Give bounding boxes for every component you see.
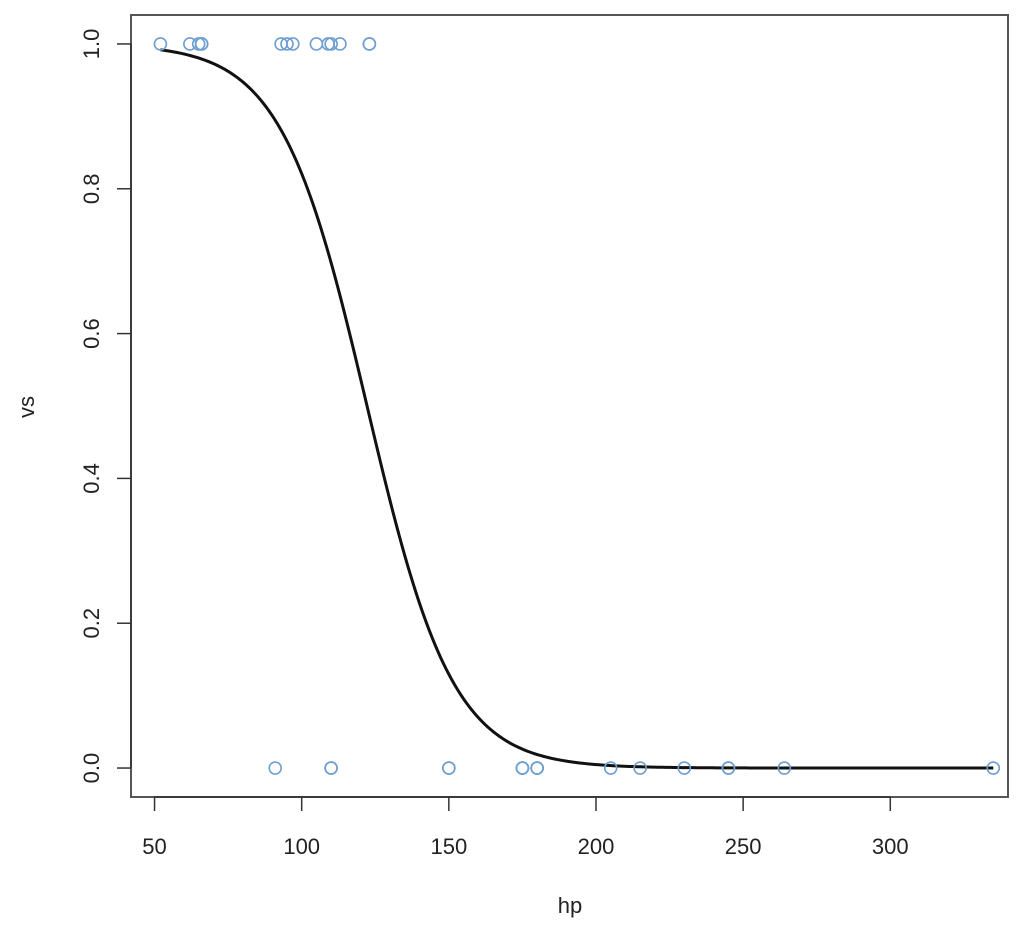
x-tick-label: 50 <box>142 834 166 859</box>
data-point <box>194 37 209 51</box>
y-axis: 0.0 0.2 0.4 0.6 0.8 1.0 <box>79 29 132 784</box>
fitted-logistic-curve <box>160 48 994 770</box>
data-point <box>777 761 792 775</box>
data-points <box>153 37 1001 775</box>
x-tick-label: 250 <box>725 834 762 859</box>
data-point <box>321 37 335 51</box>
y-axis-label: vs <box>14 396 39 418</box>
plot-frame <box>130 14 1009 798</box>
data-point <box>362 37 377 51</box>
y-tick-label: 1.0 <box>79 29 104 60</box>
x-tick-label: 200 <box>578 834 615 859</box>
y-tick-label: 0.6 <box>79 318 104 349</box>
x-axis: 50 100 150 200 250 300 <box>142 796 909 859</box>
data-point <box>286 37 300 51</box>
data-point <box>633 761 647 775</box>
data-point <box>324 37 338 51</box>
y-tick-label: 0.4 <box>79 463 104 494</box>
data-point <box>442 761 456 775</box>
data-point <box>721 761 736 775</box>
data-point <box>268 761 283 775</box>
x-tick-label: 150 <box>430 834 467 859</box>
data-point <box>191 37 206 51</box>
data-point <box>677 761 692 775</box>
data-point <box>603 761 618 775</box>
data-point <box>515 761 530 775</box>
data-point <box>986 761 1001 775</box>
data-point <box>530 761 544 775</box>
data-point <box>153 37 168 51</box>
y-tick-label: 0.2 <box>79 608 104 639</box>
y-tick-label: 0.0 <box>79 753 104 784</box>
data-point <box>309 37 324 51</box>
x-tick-label: 300 <box>872 834 909 859</box>
data-point <box>324 761 338 775</box>
x-axis-label: hp <box>558 893 582 918</box>
data-point <box>280 37 294 51</box>
data-point <box>333 37 347 51</box>
y-tick-label: 0.8 <box>79 173 104 204</box>
x-tick-label: 100 <box>283 834 320 859</box>
